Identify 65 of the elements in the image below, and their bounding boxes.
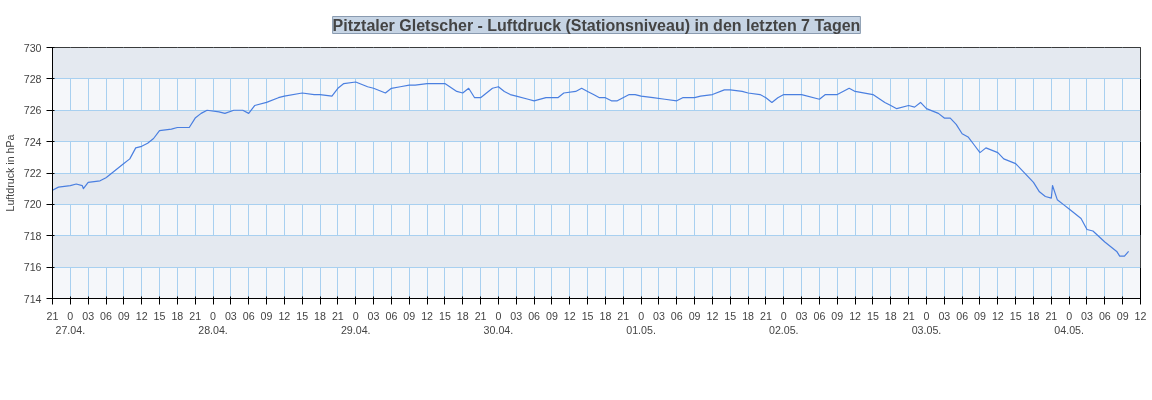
y-tick-label: 718 — [23, 229, 42, 242]
x-tick-label: 09 — [1116, 309, 1129, 322]
x-tick-label: 06 — [1098, 309, 1111, 322]
y-tick-label: 722 — [23, 167, 42, 179]
x-tick-label: 03 — [1081, 309, 1093, 322]
x-tick-label: 09 — [974, 309, 986, 322]
x-tick-label: 03 — [224, 309, 237, 322]
x-tick-label: 12 — [706, 309, 719, 322]
x-tick-label: 12 — [135, 309, 148, 322]
x-tick-label: 21 — [617, 309, 630, 322]
x-tick-label: 21 — [902, 309, 915, 322]
x-tick-label: 18 — [742, 309, 755, 322]
x-tick-label: 06 — [100, 309, 113, 322]
x-tick-label: 18 — [1027, 309, 1040, 322]
x-tick-label: 03 — [938, 309, 951, 322]
x-tick-label: 06 — [670, 309, 683, 322]
x-tick-label: 09 — [831, 309, 844, 322]
x-tick-label: 06 — [956, 309, 969, 322]
x-tick-label: 09 — [117, 309, 130, 322]
x-tick-label: 03 — [82, 309, 95, 322]
x-tick-label: 09 — [545, 309, 558, 322]
x-tick-label: 12 — [278, 309, 291, 322]
x-tick-label: 12 — [421, 309, 434, 322]
x-tick-label: 21 — [474, 309, 487, 322]
x-tick-label: 15 — [724, 309, 737, 322]
x-tick-label: 18 — [171, 309, 184, 322]
x-tick-label: 18 — [884, 309, 897, 322]
x-tick-label: 12 — [563, 309, 576, 322]
x-tick-label: 15 — [867, 309, 879, 322]
chart-title: Pitztaler Gletscher - Luftdruck (Stationsniveau) in den letzten 7 Tagen — [332, 16, 861, 34]
y-tick-label: 716 — [23, 261, 42, 274]
x-tick-label: 15 — [296, 309, 309, 322]
y-tick-label: 730 — [23, 41, 42, 54]
x-tick-label: 15 — [438, 309, 451, 322]
x-tick-label: 21 — [1045, 309, 1058, 322]
x-tick-label: 15 — [1009, 309, 1022, 322]
x-tick-label: 15 — [581, 309, 594, 322]
x-tick-label: 12 — [1134, 309, 1147, 322]
x-tick-label: 21 — [760, 309, 772, 322]
x-tick-label: 18 — [314, 309, 327, 322]
x-tick-label: 06 — [242, 309, 255, 322]
x-tick-label: 09 — [260, 309, 273, 322]
x-tick-label: 21 — [331, 309, 344, 322]
x-tick-label: 03 — [653, 309, 665, 322]
x-tick-label: 06 — [385, 309, 398, 322]
y-tick-label: 724 — [23, 135, 42, 148]
x-tick-label: 06 — [528, 309, 541, 322]
x-tick-label: 09 — [688, 309, 701, 322]
x-tick-label: 21 — [46, 309, 59, 322]
y-tick-label: 728 — [23, 72, 42, 85]
x-tick-label: 18 — [599, 309, 612, 322]
y-axis-title: Luftdruck in hPa — [3, 134, 16, 212]
x-tick-label: 18 — [456, 309, 469, 322]
y-tick-label: 720 — [23, 198, 42, 211]
x-tick-label: 12 — [991, 309, 1004, 322]
x-tick-label: 09 — [403, 309, 416, 322]
x-tick-label: 15 — [153, 309, 166, 322]
y-tick-label: 714 — [23, 292, 42, 305]
x-tick-label: 03 — [510, 309, 523, 322]
x-tick-label: 03 — [367, 309, 380, 322]
x-tick-label: 03 — [795, 309, 808, 322]
x-tick-label: 21 — [189, 309, 202, 322]
x-tick-label: 12 — [849, 309, 862, 322]
y-tick-label: 726 — [23, 104, 42, 117]
x-tick-label: 06 — [813, 309, 826, 322]
